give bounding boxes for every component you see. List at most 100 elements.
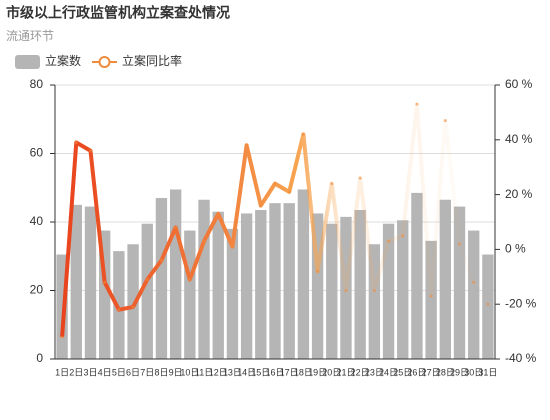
x-tick-label: 18日: [294, 367, 313, 377]
point: [443, 119, 447, 123]
bar: [70, 204, 82, 359]
x-tick-label: 25日: [393, 367, 412, 377]
point: [60, 335, 64, 339]
y2-tick-label: -40 %: [505, 351, 537, 365]
point: [117, 308, 121, 312]
x-tick-label: 9日: [169, 367, 183, 377]
bar: [240, 213, 253, 359]
point: [429, 294, 433, 298]
point: [159, 258, 163, 262]
point: [145, 278, 149, 282]
x-tick-label: 22日: [351, 367, 370, 377]
x-tick-label: 23日: [365, 367, 384, 377]
point: [472, 280, 476, 284]
bar: [84, 206, 97, 359]
legend-swatch: [15, 55, 40, 69]
bar: [411, 192, 423, 359]
y-tick-label: 80: [30, 77, 44, 91]
bar: [468, 230, 480, 359]
x-tick-label: 12日: [209, 367, 228, 377]
x-tick-label: 6日: [126, 367, 140, 377]
x-tick-label: 5日: [112, 367, 126, 377]
point: [103, 280, 107, 284]
x-tick-label: 16日: [265, 367, 284, 377]
x-tick-label: 13日: [223, 367, 242, 377]
bar: [283, 203, 295, 359]
point: [216, 212, 220, 216]
bar: [368, 244, 381, 359]
bar: [453, 206, 466, 359]
point: [372, 289, 376, 292]
bar: [141, 223, 153, 359]
y-tick-label: 60: [30, 146, 44, 160]
bar: [326, 223, 338, 359]
bar: [113, 251, 125, 359]
x-tick-label: 29日: [450, 367, 469, 377]
legend-label: 立案数: [45, 53, 81, 68]
x-tick-label: 20日: [322, 367, 341, 377]
y2-tick-label: 40 %: [505, 132, 533, 146]
bar: [354, 210, 366, 359]
bar: [397, 220, 409, 359]
x-tick-label: 8日: [154, 367, 168, 377]
bar: [184, 230, 196, 359]
y2-tick-label: 60 %: [505, 77, 533, 91]
y2-tick-label: -20 %: [505, 296, 537, 310]
y-tick-label: 20: [30, 283, 44, 297]
bar: [99, 230, 111, 359]
bar: [226, 228, 239, 359]
point: [259, 204, 263, 208]
x-tick-label: 21日: [336, 367, 355, 377]
y-tick-label: 40: [30, 214, 44, 228]
bar: [169, 189, 182, 359]
x-tick-label: 7日: [140, 367, 154, 377]
point: [415, 102, 419, 106]
x-tick-label: 28日: [436, 367, 455, 377]
bar: [482, 254, 494, 359]
bar: [439, 199, 451, 359]
point: [287, 190, 291, 194]
point: [330, 182, 334, 186]
bar: [269, 203, 281, 359]
point: [202, 239, 206, 243]
x-tick-label: 4日: [98, 367, 112, 377]
x-tick-label: 24日: [379, 367, 398, 377]
x-tick-label: 11日: [195, 367, 213, 377]
point: [245, 143, 249, 147]
x-tick-label: 1日: [55, 367, 69, 377]
point: [387, 239, 391, 243]
bar: [155, 198, 168, 359]
point: [316, 269, 320, 273]
x-tick-label: 26日: [407, 367, 426, 377]
point: [230, 245, 234, 249]
bar: [382, 223, 395, 359]
point: [458, 242, 462, 246]
point: [486, 302, 490, 306]
y-tick-label: 0: [36, 351, 43, 365]
point: [188, 278, 192, 282]
bar: [297, 189, 310, 359]
bar: [56, 254, 68, 359]
point: [131, 305, 135, 309]
point: [88, 149, 92, 153]
x-tick-label: 3日: [83, 367, 97, 377]
x-tick-label: 14日: [237, 367, 256, 377]
legend-label: 立案同比率: [122, 53, 182, 68]
point: [174, 225, 178, 229]
x-tick-label: 30日: [464, 367, 483, 377]
chart-subtitle: 流通环节: [6, 29, 54, 43]
point: [74, 141, 78, 145]
x-tick-label: 19日: [308, 367, 327, 377]
bar: [255, 210, 267, 359]
bar: [212, 211, 224, 359]
point: [358, 176, 362, 180]
y2-tick-label: 20 %: [505, 187, 533, 201]
bar: [311, 213, 324, 359]
legend: 立案数 立案同比率: [15, 53, 182, 69]
x-tick-label: 15日: [251, 367, 270, 377]
x-tick-label: 31日: [478, 367, 497, 377]
x-tick-label: 10日: [180, 367, 199, 377]
bar: [425, 240, 437, 359]
bar: [198, 199, 210, 359]
